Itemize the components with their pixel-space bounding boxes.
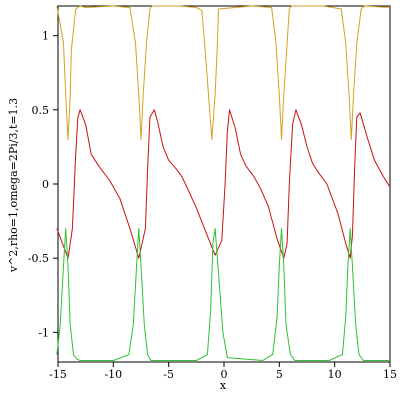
y-tick-label: -1 <box>38 326 49 339</box>
series-group <box>56 5 391 361</box>
y-axis-ticks: -1 -0.5 0 0.5 1 <box>28 30 58 339</box>
x-tick-label: 0 <box>221 368 228 381</box>
series-line-1 <box>56 5 391 140</box>
y-tick-label: 0.5 <box>32 104 50 117</box>
y-tick-label: -0.5 <box>28 252 49 265</box>
x-axis-ticks: -15 -10 -5 0 5 10 15 <box>49 362 397 381</box>
x-tick-label: 5 <box>276 368 283 381</box>
x-tick-label: -10 <box>104 368 122 381</box>
x-tick-label: -15 <box>49 368 67 381</box>
x-tick-label: -5 <box>163 368 174 381</box>
y-tick-label: 0 <box>42 178 49 191</box>
plot-frame-group <box>57 5 391 363</box>
plot-frame <box>57 5 391 363</box>
x-tick-label: 15 <box>383 368 397 381</box>
series-line-3 <box>56 228 390 361</box>
y-axis-label: v^2,rho=1,omega=2Pi/3,t=1.3 <box>7 98 20 273</box>
y-tick-label: 1 <box>42 30 49 43</box>
x-tick-label: 10 <box>328 368 342 381</box>
series-line-2 <box>56 109 391 259</box>
x-axis-label: x <box>220 379 227 392</box>
